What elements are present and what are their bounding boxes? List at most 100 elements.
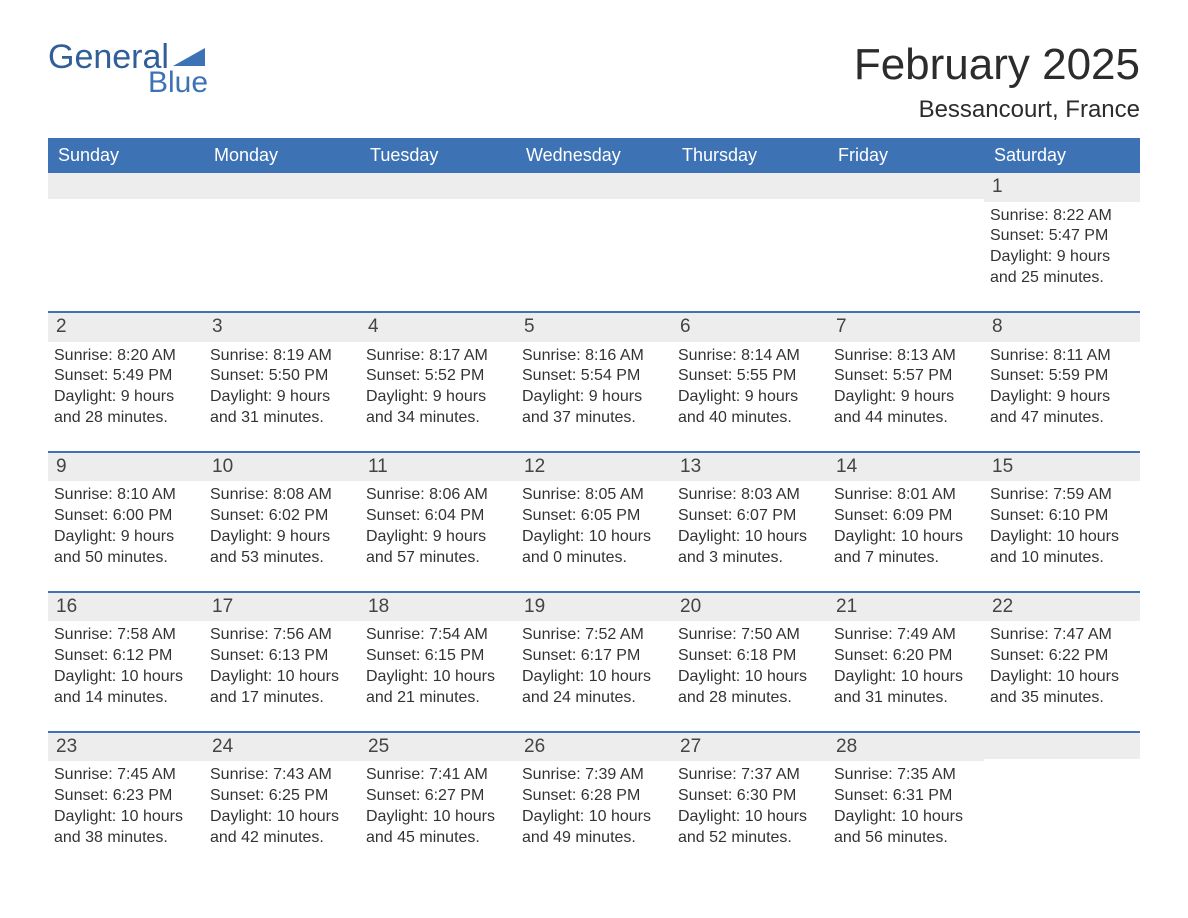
calendar-cell: 17 Sunrise: 7:56 AMSunset: 6:13 PMDayligh… — [204, 593, 360, 719]
daylight-text: Daylight: 10 hours and 52 minutes. — [678, 807, 822, 849]
daylight-text: Daylight: 9 hours and 34 minutes. — [366, 387, 510, 429]
day-number — [48, 173, 204, 199]
day-number — [204, 173, 360, 199]
sunset-text: Sunset: 5:52 PM — [366, 366, 510, 387]
day-number: 10 — [204, 453, 360, 482]
sunset-text: Sunset: 6:10 PM — [990, 506, 1134, 527]
calendar-cell: 7Sunrise: 8:13 AMSunset: 5:57 PMDaylight… — [828, 313, 984, 439]
location-label: Bessancourt, France — [854, 96, 1140, 124]
sunset-text: Sunset: 6:27 PM — [366, 786, 510, 807]
daylight-text: Daylight: 9 hours and 40 minutes. — [678, 387, 822, 429]
day-number — [672, 173, 828, 199]
title-block: February 2025 Bessancourt, France — [854, 40, 1140, 124]
daylight-text: Daylight: 10 hours and 14 minutes. — [54, 667, 198, 709]
sunset-text: Sunset: 6:25 PM — [210, 786, 354, 807]
calendar-cell: 26Sunrise: 7:39 AMSunset: 6:28 PMDayligh… — [516, 733, 672, 859]
week-row: 16Sunrise: 7:58 AMSunset: 6:12 PMDayligh… — [48, 591, 1140, 719]
calendar-cell: 24Sunrise: 7:43 AMSunset: 6:25 PMDayligh… — [204, 733, 360, 859]
sunrise-text: Sunrise: 7:56 AM — [210, 625, 354, 646]
week-row: 2Sunrise: 8:20 AMSunset: 5:49 PMDaylight… — [48, 311, 1140, 439]
sunset-text: Sunset: 6:04 PM — [366, 506, 510, 527]
day-number: 28 — [828, 733, 984, 762]
daylight-text: Daylight: 10 hours and 56 minutes. — [834, 807, 978, 849]
sunrise-text: Sunrise: 8:03 AM — [678, 485, 822, 506]
sunrise-text: Sunrise: 7:52 AM — [522, 625, 666, 646]
day-number: 20 — [672, 593, 828, 622]
daylight-text: Daylight: 10 hours and 38 minutes. — [54, 807, 198, 849]
weekday-wed: Wednesday — [516, 138, 672, 173]
calendar-cell: 6Sunrise: 8:14 AMSunset: 5:55 PMDaylight… — [672, 313, 828, 439]
sunrise-text: Sunrise: 7:49 AM — [834, 625, 978, 646]
daylight-text: Daylight: 10 hours and 17 minutes. — [210, 667, 354, 709]
sunrise-text: Sunrise: 8:11 AM — [990, 346, 1134, 367]
daylight-text: Daylight: 10 hours and 10 minutes. — [990, 527, 1134, 569]
sunrise-text: Sunrise: 8:01 AM — [834, 485, 978, 506]
day-number: 3 — [204, 313, 360, 342]
week-row: 9Sunrise: 8:10 AMSunset: 6:00 PMDaylight… — [48, 451, 1140, 579]
week-row: 23Sunrise: 7:45 AMSunset: 6:23 PMDayligh… — [48, 731, 1140, 859]
weekday-sun: Sunday — [48, 138, 204, 173]
weeks-container: 1Sunrise: 8:22 AMSunset: 5:47 PMDaylight… — [48, 173, 1140, 858]
calendar-cell: 11Sunrise: 8:06 AMSunset: 6:04 PMDayligh… — [360, 453, 516, 579]
sunset-text: Sunset: 6:22 PM — [990, 646, 1134, 667]
calendar-cell — [828, 173, 984, 299]
daylight-text: Daylight: 10 hours and 42 minutes. — [210, 807, 354, 849]
sunset-text: Sunset: 6:17 PM — [522, 646, 666, 667]
day-number: 26 — [516, 733, 672, 762]
daylight-text: Daylight: 9 hours and 47 minutes. — [990, 387, 1134, 429]
sunrise-text: Sunrise: 7:43 AM — [210, 765, 354, 786]
day-number: 15 — [984, 453, 1140, 482]
sunset-text: Sunset: 6:31 PM — [834, 786, 978, 807]
calendar-cell: 8Sunrise: 8:11 AMSunset: 5:59 PMDaylight… — [984, 313, 1140, 439]
sunset-text: Sunset: 5:57 PM — [834, 366, 978, 387]
calendar-cell: 10Sunrise: 8:08 AMSunset: 6:02 PMDayligh… — [204, 453, 360, 579]
calendar-cell — [672, 173, 828, 299]
weekday-fri: Friday — [828, 138, 984, 173]
daylight-text: Daylight: 9 hours and 50 minutes. — [54, 527, 198, 569]
sunrise-text: Sunrise: 7:39 AM — [522, 765, 666, 786]
sunset-text: Sunset: 6:13 PM — [210, 646, 354, 667]
sunset-text: Sunset: 6:23 PM — [54, 786, 198, 807]
sunset-text: Sunset: 6:09 PM — [834, 506, 978, 527]
sunset-text: Sunset: 6:05 PM — [522, 506, 666, 527]
sunrise-text: Sunrise: 8:14 AM — [678, 346, 822, 367]
daylight-text: Daylight: 10 hours and 35 minutes. — [990, 667, 1134, 709]
sunrise-text: Sunrise: 8:17 AM — [366, 346, 510, 367]
calendar-cell — [984, 733, 1140, 859]
calendar-cell: 28 Sunrise: 7:35 AMSunset: 6:31 PMDayligh… — [828, 733, 984, 859]
day-number: 2 — [48, 313, 204, 342]
calendar-cell — [48, 173, 204, 299]
daylight-text: Daylight: 9 hours and 57 minutes. — [366, 527, 510, 569]
daylight-text: Daylight: 10 hours and 7 minutes. — [834, 527, 978, 569]
calendar-cell: 16Sunrise: 7:58 AMSunset: 6:12 PMDayligh… — [48, 593, 204, 719]
weekday-thu: Thursday — [672, 138, 828, 173]
week-row: 1Sunrise: 8:22 AMSunset: 5:47 PMDaylight… — [48, 173, 1140, 299]
sunrise-text: Sunrise: 7:59 AM — [990, 485, 1134, 506]
daylight-text: Daylight: 10 hours and 49 minutes. — [522, 807, 666, 849]
calendar-cell — [360, 173, 516, 299]
weekday-tue: Tuesday — [360, 138, 516, 173]
sunset-text: Sunset: 6:00 PM — [54, 506, 198, 527]
weekday-sat: Saturday — [984, 138, 1140, 173]
daylight-text: Daylight: 10 hours and 21 minutes. — [366, 667, 510, 709]
day-number: 9 — [48, 453, 204, 482]
sunset-text: Sunset: 5:50 PM — [210, 366, 354, 387]
sunrise-text: Sunrise: 7:35 AM — [834, 765, 978, 786]
calendar-cell: 25Sunrise: 7:41 AMSunset: 6:27 PMDayligh… — [360, 733, 516, 859]
day-number: 7 — [828, 313, 984, 342]
logo-text-blue: Blue — [148, 68, 208, 98]
day-number: 6 — [672, 313, 828, 342]
calendar-cell — [516, 173, 672, 299]
day-number: 17 — [204, 593, 360, 622]
day-number: 12 — [516, 453, 672, 482]
calendar-cell: 27Sunrise: 7:37 AMSunset: 6:30 PMDayligh… — [672, 733, 828, 859]
calendar-cell: 9Sunrise: 8:10 AMSunset: 6:00 PMDaylight… — [48, 453, 204, 579]
day-number — [828, 173, 984, 199]
calendar-cell: 2Sunrise: 8:20 AMSunset: 5:49 PMDaylight… — [48, 313, 204, 439]
daylight-text: Daylight: 9 hours and 44 minutes. — [834, 387, 978, 429]
page-header: General Blue February 2025 Bessancourt, … — [48, 40, 1140, 124]
sunrise-text: Sunrise: 8:22 AM — [990, 206, 1134, 227]
day-number: 4 — [360, 313, 516, 342]
calendar-cell: 15 Sunrise: 7:59 AMSunset: 6:10 PMDayligh… — [984, 453, 1140, 579]
sunrise-text: Sunrise: 7:58 AM — [54, 625, 198, 646]
